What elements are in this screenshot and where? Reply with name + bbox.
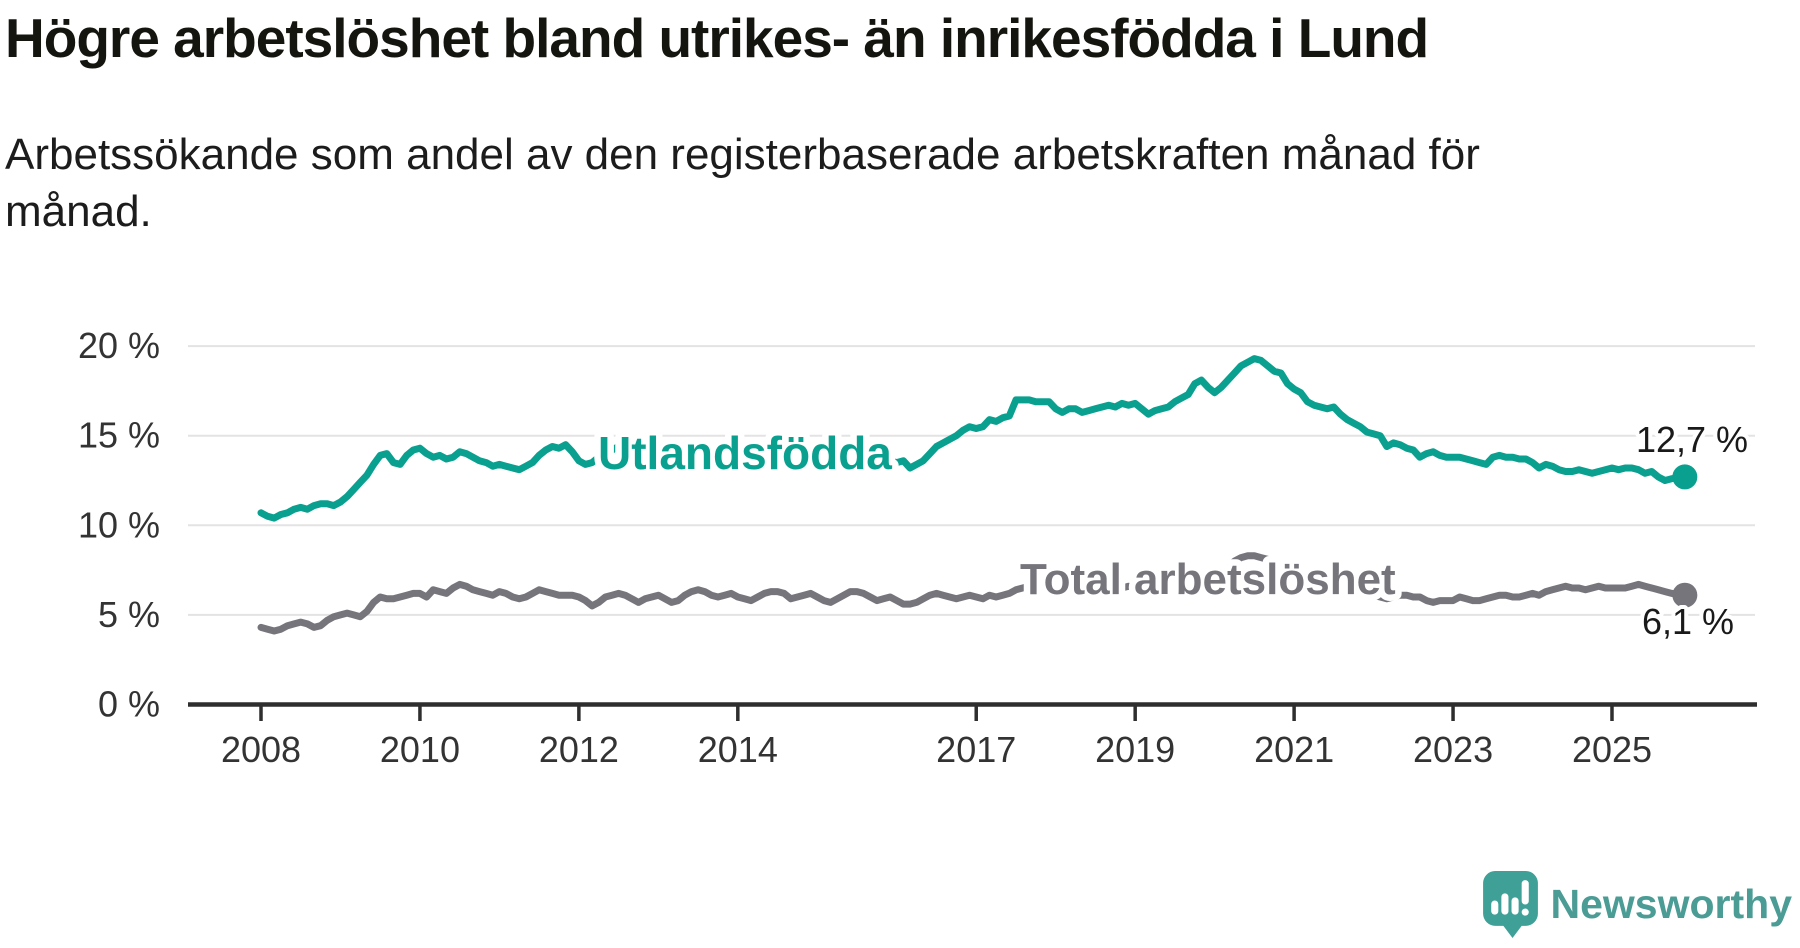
series-line-utlandsfodda [257, 355, 1689, 522]
x-tick-label-2021: 2021 [1254, 729, 1334, 770]
series-label-total: Total arbetslöshet [1020, 555, 1396, 604]
chart-subtitle: Arbetssökande som andel av den registerb… [5, 126, 1705, 240]
chart-subtitle-line-2: månad. [5, 187, 152, 236]
y-tick-label-20pct: 20 % [78, 325, 160, 366]
end-dot-total [1672, 582, 1698, 608]
y-tick-label-0pct: 0 % [98, 684, 160, 725]
x-tick-label-2008: 2008 [221, 729, 301, 770]
x-tick-label-2023: 2023 [1413, 729, 1493, 770]
x-tick-label-2019: 2019 [1095, 729, 1175, 770]
series-label-utlandsfodda: Utlandsfödda [598, 427, 892, 479]
x-tick-label-2010: 2010 [380, 729, 460, 770]
y-tick-label-10pct: 10 % [78, 504, 160, 545]
chart-subtitle-line-1: Arbetssökande som andel av den registerb… [5, 130, 1480, 179]
x-tick-label-2017: 2017 [936, 729, 1016, 770]
newsworthy-logo: Newsworthy [1482, 871, 1793, 938]
x-tick-label-2012: 2012 [539, 729, 619, 770]
series-line-total [257, 552, 1689, 635]
bar-chart-speech-bubble-icon [1482, 871, 1538, 938]
x-tick-label-2025: 2025 [1572, 729, 1652, 770]
end-value-label-total: 6,1 % [1642, 601, 1734, 642]
end-value-label-utlandsfodda: 12,7 % [1636, 419, 1748, 460]
y-tick-label-15pct: 15 % [78, 415, 160, 456]
end-dot-utlandsfodda [1672, 464, 1698, 490]
chart-title: Högre arbetslöshet bland utrikes- än inr… [5, 7, 1429, 69]
newsworthy-wordmark: Newsworthy [1550, 881, 1793, 927]
y-tick-label-5pct: 5 % [98, 594, 160, 635]
x-tick-label-2014: 2014 [698, 729, 778, 770]
